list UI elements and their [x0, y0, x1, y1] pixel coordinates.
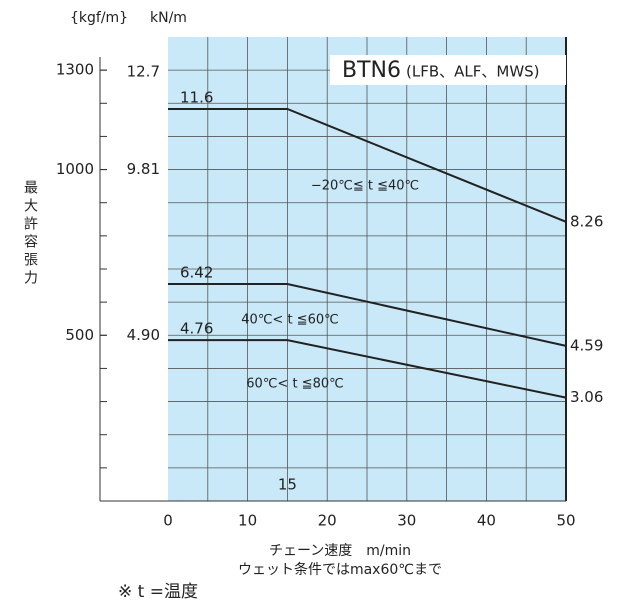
- series-line: [168, 107, 567, 223]
- x-note: ウェット条件ではmax60℃まで: [238, 561, 442, 578]
- series-label: −20℃≦ t ≦40℃: [311, 179, 419, 194]
- chart-title-note: (LFB、ALF、MWS): [406, 63, 540, 81]
- chart-title: BTN6: [342, 58, 401, 83]
- series-line: [168, 283, 567, 347]
- y2-tick-label: 1000: [56, 160, 94, 178]
- x-tick-label: 0: [163, 512, 173, 530]
- x-axis-label: チェーン速度 m/min: [269, 543, 411, 559]
- x-tick-label: 20: [318, 512, 337, 530]
- series-line: [168, 339, 567, 399]
- y-tick-label: 4.90: [127, 326, 160, 344]
- series-label: 40℃< t ≦60℃: [241, 313, 338, 328]
- y-tick-label: 12.7: [127, 62, 160, 80]
- value-label: 6.42: [180, 264, 213, 282]
- y2-tick-label: 500: [65, 326, 94, 344]
- value-label: 11.6: [180, 88, 213, 106]
- series-label: 60℃< t ≦80℃: [246, 377, 343, 392]
- y-axis-label: 最大許容張力: [22, 180, 38, 288]
- y2-tick-label: 1300: [56, 61, 94, 79]
- x-tick-label: 40: [477, 512, 496, 530]
- value-label: 4.76: [180, 320, 213, 338]
- value-label: 3.06: [570, 388, 603, 406]
- x-tick-label: 10: [238, 512, 257, 530]
- y-unit: kN/m: [150, 10, 187, 26]
- value-label: 4.59: [570, 336, 603, 354]
- y2-unit: {kgf/m}: [70, 10, 128, 26]
- footnote: ※ t =温度: [118, 582, 198, 602]
- knee-label: 15: [278, 476, 297, 494]
- y-tick-label: 9.81: [127, 160, 160, 178]
- value-label: 8.26: [570, 212, 603, 230]
- x-tick-label: 50: [556, 512, 575, 530]
- x-tick-label: 30: [397, 512, 416, 530]
- title-box: [330, 55, 566, 85]
